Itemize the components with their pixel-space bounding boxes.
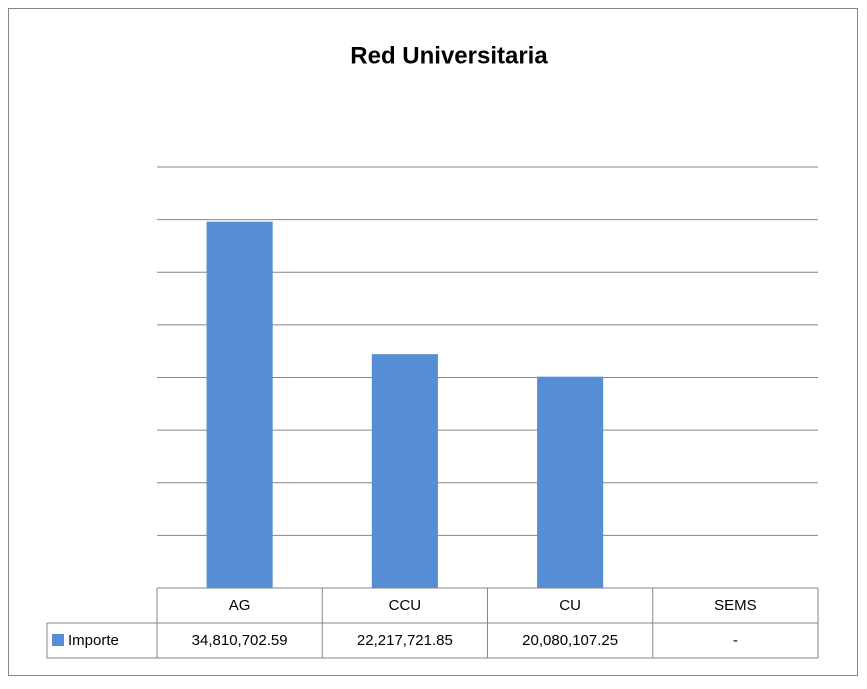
chart-title: Red Universitaria	[350, 42, 548, 69]
x-tick-label: SEMS	[714, 597, 757, 614]
value-label: -	[733, 632, 738, 649]
x-tick-label: CU	[559, 597, 581, 614]
legend-swatch	[52, 634, 64, 646]
bar	[537, 376, 604, 588]
value-label: 22,217,721.85	[357, 632, 453, 649]
legend-label: Importe	[68, 632, 119, 649]
x-tick-label: CCU	[389, 597, 422, 614]
bar	[206, 221, 273, 588]
bar	[371, 354, 438, 588]
value-label: 20,080,107.25	[522, 632, 618, 649]
x-tick-label: AG	[229, 597, 251, 614]
value-label: 34,810,702.59	[192, 632, 288, 649]
